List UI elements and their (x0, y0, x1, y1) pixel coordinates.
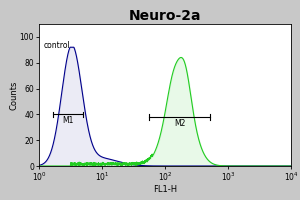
X-axis label: FL1-H: FL1-H (153, 185, 177, 194)
Y-axis label: Counts: Counts (9, 80, 18, 110)
Title: Neuro-2a: Neuro-2a (129, 9, 201, 23)
Text: M2: M2 (174, 119, 185, 128)
Text: M1: M1 (62, 116, 74, 125)
Text: control: control (44, 41, 71, 50)
